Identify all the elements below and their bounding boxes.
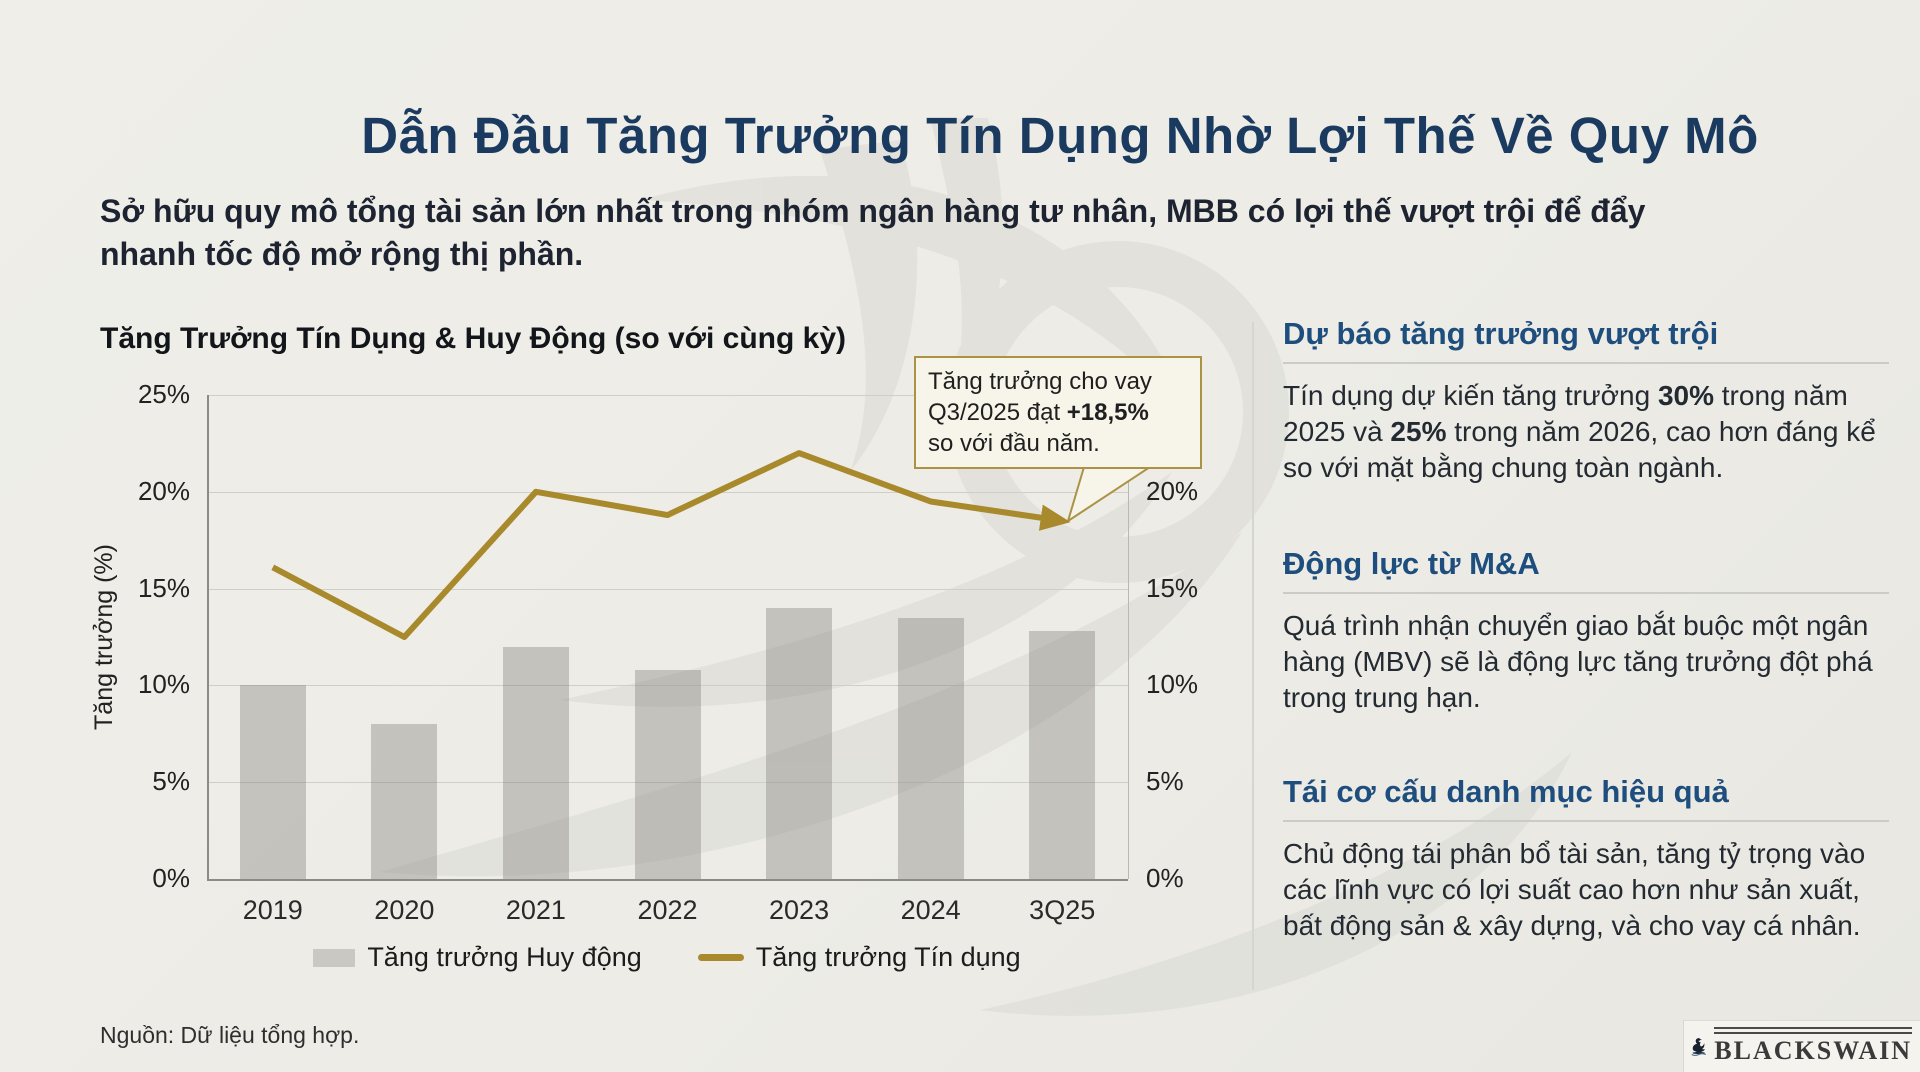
section-heading: Tái cơ cấu danh mục hiệu quả: [1283, 774, 1729, 809]
body-text: trong năm 2025 và: [1283, 380, 1848, 447]
deposit-growth-bar: [634, 669, 701, 879]
x-tick-label: 2024: [900, 895, 961, 925]
section-portfolio-restructuring: Tái cơ cấu danh mục hiệu quả Chủ động tá…: [1283, 774, 1889, 943]
deposit-growth-bar: [239, 685, 306, 879]
body-text-bold: 25%: [1390, 415, 1447, 447]
annotation-callout: Tăng trưởng cho vay Q3/2025 đạt +18,5% s…: [914, 356, 1202, 469]
section-divider: [1283, 592, 1889, 594]
section-body: Tín dụng dự kiến tăng trưởng 30% trong n…: [1283, 378, 1889, 485]
y-tick-left: 0%: [152, 863, 190, 893]
x-tick-label: 2021: [505, 895, 566, 925]
y-tick-left: 10%: [137, 669, 190, 700]
gridline: [207, 588, 1128, 590]
y-axis-line: [207, 395, 209, 879]
logo-rule: [1714, 1032, 1912, 1035]
brand-name: BLACKSWAIN: [1714, 1036, 1912, 1066]
section-body: Quá trình nhận chuyển giao bắt buộc một …: [1283, 610, 1873, 713]
deposit-growth-bar: [371, 724, 438, 879]
section-ma-driver: Động lực từ M&A Quá trình nhận chuyển gi…: [1283, 546, 1889, 715]
body-text-bold: 30%: [1657, 380, 1714, 411]
x-tick-label: 2020: [374, 895, 435, 925]
annotation-highlight-value: +18,5%: [1066, 399, 1149, 426]
annotation-line-3: so với đầu năm.: [928, 430, 1100, 457]
y-tick-left: 25%: [137, 379, 190, 409]
source-note: Nguồn: Dữ liệu tổng hợp.: [100, 1022, 360, 1048]
annotation-line-1: Tăng trưởng cho vay: [928, 368, 1152, 395]
section-heading: Dự báo tăng trưởng vượt trội: [1283, 316, 1719, 351]
y-tick-right: 0%: [1146, 863, 1184, 893]
body-text: Tín dụng dự kiến tăng trưởng: [1283, 380, 1658, 411]
legend-label: Tăng trưởng Tín dụng: [755, 942, 1021, 972]
vertical-divider: [1252, 322, 1254, 990]
deposit-growth-bar: [766, 607, 833, 879]
section-body: Chủ động tái phân bổ tài sản, tăng tỷ tr…: [1283, 838, 1866, 941]
gridline: [207, 685, 1128, 687]
y-tick-right: 15%: [1146, 572, 1199, 603]
chart-legend: Tăng trưởng Huy động Tăng trưởng Tín dụn…: [167, 942, 1167, 973]
x-tick-label: 2022: [637, 895, 698, 925]
y-tick-right: 10%: [1146, 669, 1199, 700]
deposit-growth-bar: [1029, 631, 1096, 879]
plot-right-border: [1128, 395, 1129, 879]
legend-label: Tăng trưởng Huy động: [367, 942, 642, 972]
section-divider: [1283, 820, 1889, 822]
brand-logo: BLACKSWAIN: [1683, 1020, 1920, 1072]
y-tick-right: 20%: [1146, 475, 1199, 506]
x-tick-label: 2023: [769, 895, 830, 925]
deposit-growth-bar: [897, 617, 964, 879]
body-text: trong năm 2026, cao hơn đáng kể so với m…: [1283, 415, 1876, 483]
x-tick-label: 2019: [242, 895, 303, 925]
legend-line-swatch: [697, 954, 744, 961]
page-title: Dẫn Đầu Tăng Trưởng Tín Dụng Nhờ Lợi Thế…: [361, 107, 1759, 165]
gridline: [207, 395, 1128, 396]
section-heading: Động lực từ M&A: [1283, 546, 1540, 581]
chart-title: Tăng Trưởng Tín Dụng & Huy Động (so với …: [100, 322, 847, 355]
x-tick-label: 3Q25: [1029, 895, 1096, 925]
logo-rule: [1714, 1027, 1912, 1030]
y-axis-title: Tăng trưởng (%): [90, 544, 118, 730]
section-growth-forecast: Dự báo tăng trưởng vượt trội Tín dụng dự…: [1283, 316, 1889, 485]
y-tick-right: 5%: [1146, 766, 1184, 797]
gridline: [207, 782, 1128, 784]
y-tick-left: 5%: [152, 766, 190, 797]
section-divider: [1283, 362, 1889, 364]
gridline: [207, 491, 1128, 493]
annotation-line-2: Q3/2025 đạt: [928, 399, 1067, 426]
y-tick-left: 20%: [137, 475, 190, 506]
x-axis-line: [207, 879, 1128, 881]
legend-item-credit-growth: Tăng trưởng Tín dụng: [697, 942, 1021, 973]
y-tick-left: 15%: [137, 572, 190, 603]
legend-item-deposit-growth: Tăng trưởng Huy động: [313, 942, 642, 973]
page-subtitle: Sở hữu quy mô tổng tài sản lớn nhất tron…: [100, 193, 1646, 273]
black-swan-icon: [1691, 1037, 1707, 1056]
legend-bar-swatch: [313, 948, 356, 967]
deposit-growth-bar: [502, 646, 569, 879]
